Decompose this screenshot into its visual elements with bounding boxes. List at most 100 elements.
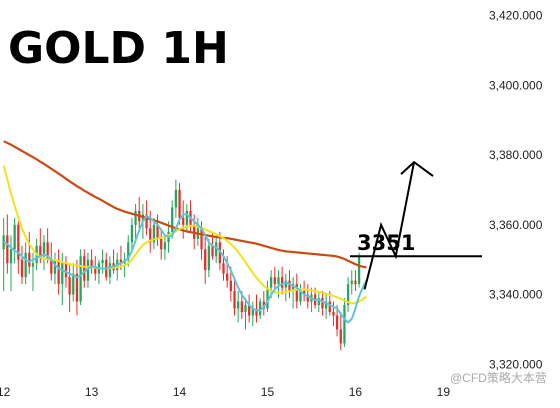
candle-body <box>149 228 152 243</box>
candle <box>244 298 247 330</box>
candle <box>174 179 178 218</box>
y-tick-label: 3,400.000 <box>489 78 543 92</box>
candle <box>266 280 269 313</box>
moving-average-fast <box>3 213 368 324</box>
candle-body <box>335 315 339 330</box>
projection-path <box>363 161 416 290</box>
candle-body <box>204 249 207 271</box>
candle <box>72 263 75 302</box>
candle-body <box>50 259 53 274</box>
y-tick-label: 3,360.000 <box>489 218 543 232</box>
annotations: 3351 <box>350 160 482 290</box>
candle <box>57 249 60 295</box>
candle <box>9 235 13 292</box>
candle-body <box>83 256 86 281</box>
candle-body <box>163 242 167 250</box>
candle <box>160 228 163 260</box>
candle-body <box>346 284 350 306</box>
candle <box>42 235 46 271</box>
candle-body <box>24 252 27 278</box>
candle-body <box>145 214 148 229</box>
candle-body <box>152 224 156 243</box>
y-tick-label: 3,320.000 <box>489 357 543 371</box>
candle-body <box>215 242 218 257</box>
candle <box>277 270 280 299</box>
candle-body <box>251 308 254 316</box>
candle-body <box>262 301 265 309</box>
candle-body <box>57 259 60 285</box>
candle <box>28 231 31 274</box>
candle <box>101 249 104 274</box>
candle-body <box>321 298 324 309</box>
candle <box>97 259 101 285</box>
candle-body <box>17 224 20 260</box>
candle-body <box>354 280 357 285</box>
candle-body <box>9 249 13 264</box>
candle-body <box>222 263 225 274</box>
candle <box>90 249 93 274</box>
y-tick-label: 3,420.000 <box>489 9 543 23</box>
candle <box>357 252 361 288</box>
candle-body <box>108 263 112 278</box>
candle-body <box>174 190 178 208</box>
candle <box>178 183 181 225</box>
candle <box>273 266 276 292</box>
candle-body <box>42 242 46 257</box>
candle <box>207 238 210 278</box>
candle-body <box>343 305 346 344</box>
candle-body <box>182 217 185 225</box>
x-tick-label: 13 <box>85 385 99 399</box>
candle <box>302 280 306 302</box>
candle <box>255 294 258 323</box>
candle <box>53 252 57 285</box>
y-tick-label: 3,340.000 <box>489 288 543 302</box>
candle-body <box>328 301 331 313</box>
candle-body <box>156 224 159 239</box>
candle <box>299 284 302 306</box>
candle-body <box>46 242 49 260</box>
candle <box>354 270 357 292</box>
candle <box>134 203 137 243</box>
candle <box>105 252 108 281</box>
candle-body <box>306 294 309 302</box>
candle <box>68 263 71 313</box>
moving-average-slow <box>3 140 367 269</box>
candle <box>339 312 342 351</box>
candle <box>291 277 295 309</box>
y-tick-label: 3,380.000 <box>489 148 543 162</box>
candle-body <box>119 259 123 264</box>
candle <box>284 273 287 302</box>
candle-body <box>350 280 353 285</box>
candle-body <box>295 284 298 302</box>
candle <box>259 298 262 319</box>
candle <box>204 235 207 285</box>
candle-body <box>332 312 335 316</box>
candle-body <box>2 235 5 250</box>
x-tick-label: 15 <box>261 385 275 399</box>
candle <box>17 221 20 274</box>
candle-body <box>53 259 57 274</box>
watermark: @CFD策略大本营 <box>450 370 547 385</box>
candle-body <box>270 277 273 288</box>
candle <box>13 217 16 264</box>
candle-body <box>90 259 93 267</box>
candle <box>79 249 82 306</box>
candle-body <box>68 277 71 295</box>
candle <box>83 249 86 288</box>
candle <box>127 235 130 267</box>
candle <box>317 291 320 313</box>
candle-body <box>20 259 24 278</box>
moving-average-medium <box>2 165 368 305</box>
chart-title: GOLD 1H <box>8 23 229 74</box>
candle-body <box>160 238 163 250</box>
candle <box>75 259 79 316</box>
candle <box>343 298 346 347</box>
candle-body <box>233 291 236 309</box>
candle <box>281 266 284 295</box>
candle <box>112 249 115 274</box>
candle-body <box>288 280 291 292</box>
candle <box>346 277 350 313</box>
candle-body <box>284 280 287 288</box>
candle-body <box>72 273 75 295</box>
